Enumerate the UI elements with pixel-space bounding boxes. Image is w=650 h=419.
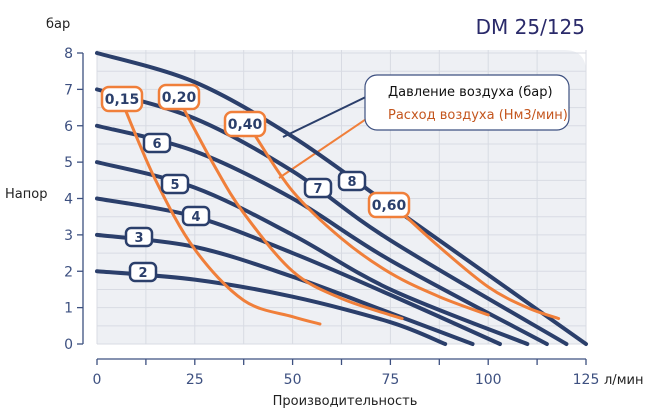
x-tick-label: 100 (475, 372, 502, 388)
y-tick-label: 3 (64, 228, 73, 244)
air-curve-0-15 (122, 106, 322, 326)
pressure-label-box (337, 170, 367, 192)
air-label: 0,40 (228, 117, 263, 133)
pressure-curve-4 (95, 196, 502, 346)
pressure-label-box (181, 205, 211, 227)
legend-leader-pressure (282, 93, 373, 138)
legend-box (364, 74, 570, 131)
pressure-label-box (160, 173, 190, 195)
pressure-label: 7 (313, 182, 322, 197)
y-tick-label: 7 (64, 82, 73, 98)
x-tick-label: 25 (186, 372, 204, 388)
pressure-label: 2 (138, 266, 147, 281)
y-tick-label: 8 (64, 46, 73, 62)
x-tick-label: 50 (284, 372, 302, 388)
y-tick-label: 4 (64, 192, 73, 208)
pressure-label: 5 (170, 178, 179, 193)
pressure-label-box (142, 132, 172, 154)
air-curve-0-40 (251, 131, 490, 317)
pressure-label-box (124, 226, 154, 248)
air-curve-0-60 (400, 211, 561, 321)
air-label-box (223, 110, 267, 138)
pressure-label: 4 (191, 210, 200, 225)
y-tick-label: 6 (64, 119, 73, 135)
y-tick-label: 1 (64, 301, 73, 317)
pressure-label: 8 (347, 175, 356, 190)
y-unit-label: бар (46, 17, 70, 32)
pressure-label: 3 (134, 231, 143, 246)
legend: Давление воздуха (бар) Расход воздуха (Н… (364, 74, 570, 131)
air-label-box (157, 83, 201, 111)
air-label-box (367, 191, 411, 219)
pressure-curve-8 (95, 51, 588, 346)
x-tick-label: 0 (93, 372, 102, 388)
air-curve-0-20 (181, 106, 404, 321)
x-axis-title: Производительность (273, 394, 418, 409)
chart-title: DM 25/125 (476, 15, 585, 39)
air-label: 0,15 (105, 92, 140, 108)
air-label-box (100, 85, 144, 113)
x-tick-label: 75 (381, 372, 399, 388)
y-tick-label: 2 (64, 264, 73, 280)
y-tick-label: 5 (64, 155, 73, 171)
air-label: 0,20 (162, 90, 197, 106)
x-unit-label: л/мин (604, 373, 643, 388)
pressure-curve-3 (95, 232, 475, 346)
air-label: 0,60 (372, 198, 407, 214)
pressure-label-box (303, 177, 333, 199)
legend-pressure: Давление воздуха (бар) (388, 85, 553, 100)
pressure-label-box (128, 261, 158, 283)
legend-air: Расход воздуха (Нм3/мин) (388, 108, 568, 123)
pressure-curve-2 (95, 269, 448, 346)
y-tick-label: 0 (64, 337, 73, 353)
pressure-label: 6 (152, 137, 161, 152)
y-axis-title: Напор (5, 187, 47, 202)
x-tick-label: 125 (573, 372, 600, 388)
